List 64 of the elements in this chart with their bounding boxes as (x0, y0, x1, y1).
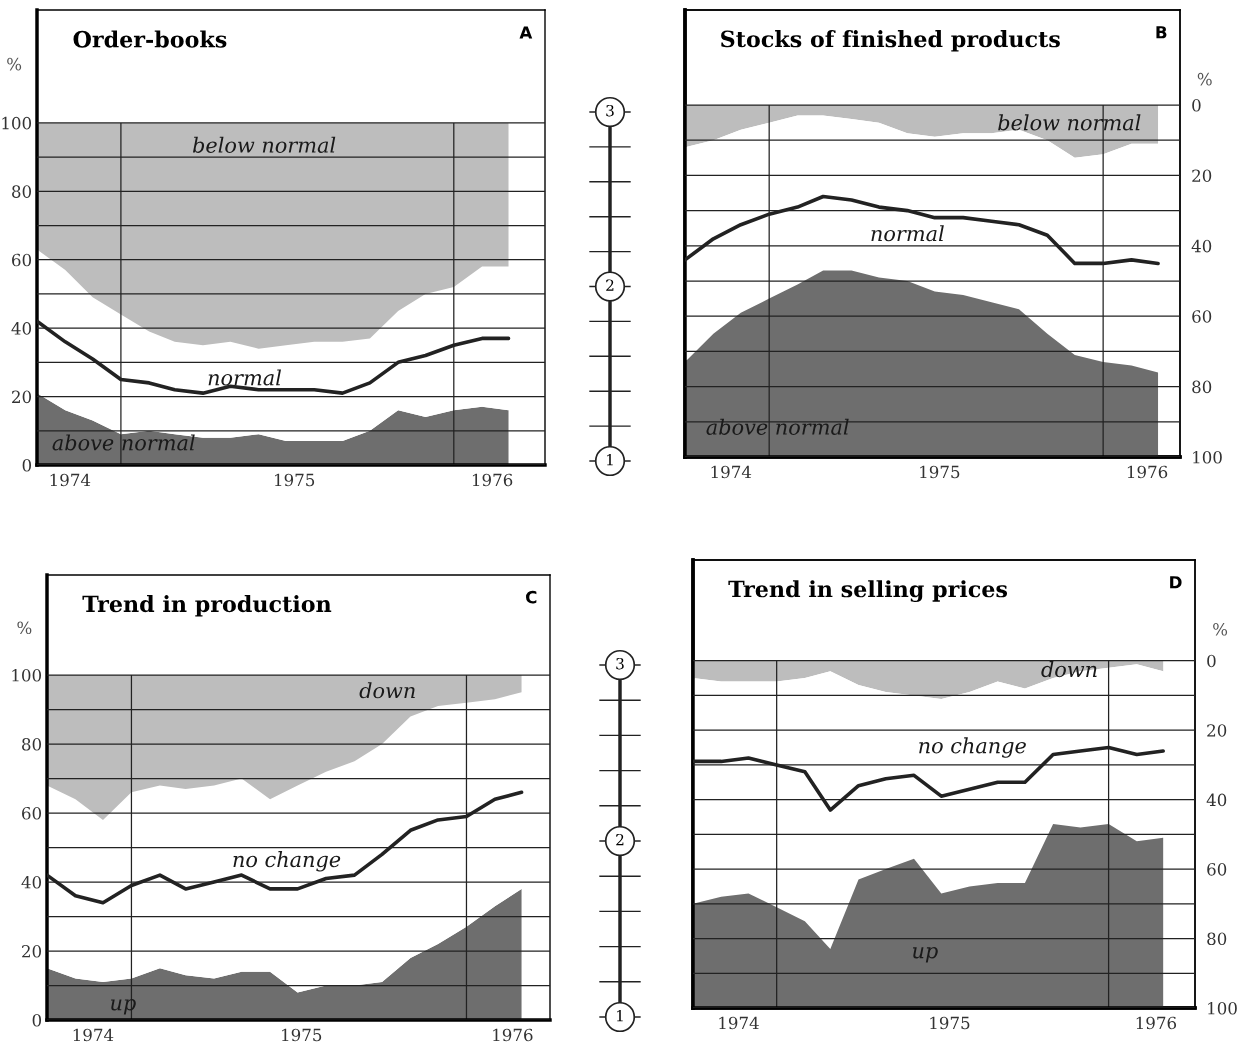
annotation: B (1156, 26, 1167, 39)
series-label: above normal (52, 434, 195, 451)
text: 3 (616, 657, 624, 670)
x-tick-label: 1974 (73, 1028, 114, 1042)
y-tick-label: 100 (12, 669, 42, 682)
y2-tick-label: 60 (1192, 310, 1212, 323)
y2-tick-label: 80 (1207, 932, 1227, 946)
y-tick-label: 40 (21, 875, 42, 889)
y-tick-label: 80 (12, 185, 32, 198)
series-label: down (359, 682, 415, 699)
y2-tick-label: 100 (1208, 1001, 1237, 1015)
y2-tick-label: 40 (1206, 793, 1227, 807)
series-label: up (912, 947, 938, 963)
y2-tick-label: 40 (1191, 239, 1212, 253)
y2-axis-title: % (1197, 72, 1212, 86)
text: 3 (606, 104, 614, 117)
y-tick-label: 60 (12, 253, 32, 267)
y2-tick-label: 100 (1193, 450, 1222, 464)
x-tick-label: 1975 (282, 1028, 322, 1042)
y2-tick-label: 20 (1192, 169, 1212, 182)
x-tick-label: 1976 (1136, 1016, 1177, 1030)
series-label: down (1041, 661, 1097, 678)
annotation: D (1170, 576, 1182, 589)
x-tick-label: 1975 (930, 1016, 970, 1030)
x-tick-label: 1974 (50, 473, 91, 487)
annotation: C (526, 590, 537, 604)
y-axis-title: % (7, 57, 22, 71)
x-tick-label: 1974 (719, 1016, 759, 1030)
annotation: A (519, 26, 533, 39)
x-tick-label: 1976 (472, 473, 513, 487)
y2-tick-label: 20 (1207, 724, 1227, 737)
y-axis-title: % (17, 621, 32, 635)
x-tick-label: 1976 (1127, 465, 1168, 479)
y2-tick-label: 0 (1192, 98, 1201, 112)
text: 2 (606, 279, 614, 291)
text: Stocks of finished products (721, 30, 1060, 52)
x-tick-label: 1974 (711, 465, 752, 479)
y2-tick-label: 80 (1192, 380, 1212, 394)
text: 2 (616, 833, 624, 846)
y-tick-label: 80 (22, 737, 42, 751)
y-tick-label: 0 (32, 1013, 42, 1027)
text: Trend in production (82, 595, 332, 617)
series-label: normal (208, 369, 282, 386)
series-label: below normal (192, 136, 336, 153)
y-tick-label: 20 (12, 390, 32, 404)
y2-axis-title: % (1213, 623, 1228, 636)
x-tick-label: 1976 (493, 1028, 533, 1042)
y2-tick-label: 60 (1207, 863, 1227, 876)
series-label: above normal (706, 418, 849, 435)
text: 1 (617, 1009, 623, 1022)
x-tick-label: 1975 (275, 473, 315, 487)
y-tick-label: 100 (2, 116, 32, 130)
x-tick-label: 1975 (920, 465, 960, 479)
series-label: no change (919, 737, 1026, 758)
text: 1 (607, 453, 613, 466)
y-tick-label: 20 (22, 944, 42, 958)
y-tick-label: 60 (22, 806, 42, 820)
y-tick-label: 40 (11, 322, 32, 335)
y2-tick-label: 0 (1207, 654, 1216, 668)
text: Trend in selling prices (728, 580, 1008, 602)
series-label: normal (871, 225, 944, 242)
text: Order-books (73, 30, 227, 48)
y-tick-label: 0 (22, 458, 32, 472)
series-label: no change (233, 851, 341, 872)
